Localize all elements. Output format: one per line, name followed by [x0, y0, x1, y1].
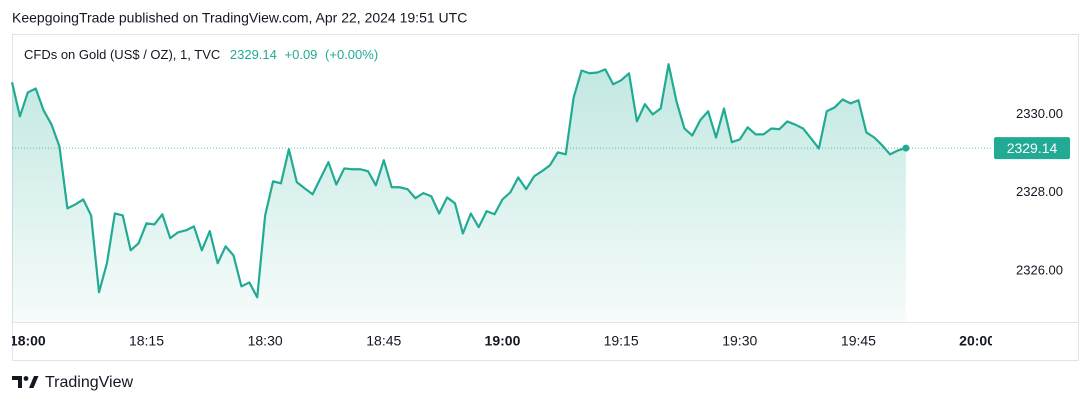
x-tick-label: 19:30: [722, 333, 757, 349]
brand-name: TradingView: [45, 374, 133, 391]
publisher-line: KeepgoingTrade published on TradingView.…: [12, 10, 467, 26]
price-line: [10, 63, 907, 299]
x-tick-label: 18:30: [248, 333, 283, 349]
x-tick-label: 18:45: [366, 333, 401, 349]
x-tick-label: 19:00: [485, 333, 521, 349]
legend: CFDs on Gold (US$ / OZ), 1, TVC 2329.14 …: [24, 47, 378, 62]
legend-change: +0.09: [285, 47, 318, 62]
y-tick-label: 2326.00: [1016, 263, 1063, 278]
time-axis: 18:00 18:15 18:30 18:45 19:00 19:15 19:30 19:45…: [10, 333, 995, 349]
last-price-label: 2329.14: [1007, 140, 1058, 156]
symbol-title: CFDs on Gold (US$ / OZ), 1, TVC: [24, 47, 220, 62]
brand-logo: [12, 376, 39, 388]
x-tick-label: 18:15: [129, 333, 164, 349]
legend-price: 2329.14: [230, 47, 277, 62]
last-point: [902, 144, 910, 152]
legend-change-percent: (+0.00%): [325, 47, 378, 62]
plot-area: [10, 63, 992, 322]
y-tick-label: 2328.00: [1016, 184, 1063, 199]
x-tick-label: 20:00: [959, 333, 995, 349]
x-tick-label: 19:15: [604, 333, 639, 349]
x-tick-label: 18:00: [10, 333, 46, 349]
last-price-badge: [994, 137, 1070, 160]
y-tick-label: 2330.00: [1016, 106, 1063, 121]
x-tick-label: 19:45: [841, 333, 876, 349]
price-area: [12, 64, 906, 322]
